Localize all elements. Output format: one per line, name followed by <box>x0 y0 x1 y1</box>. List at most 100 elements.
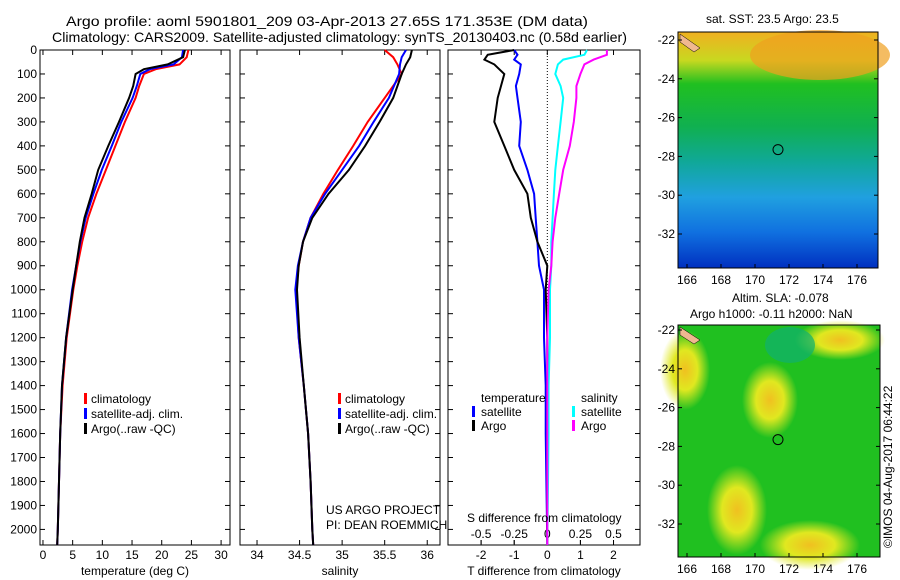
depth-tick-label: 1100 <box>11 307 37 321</box>
lat-tick-label: -28 <box>658 439 676 453</box>
legend-temperature-heading: temperature <box>481 391 546 405</box>
lat-tick-label: -26 <box>658 111 676 125</box>
depth-tick-label: 1700 <box>10 451 37 465</box>
x-tick-label: 20 <box>155 548 169 562</box>
x-tick-label: 2 <box>610 548 617 562</box>
legend-satellite: satellite-adj. clim. <box>91 407 183 421</box>
depth-tick-label: 900 <box>17 259 37 273</box>
s-x-tick-label: 0.5 <box>605 527 622 541</box>
depth-tick-label: 1900 <box>10 498 37 512</box>
depth-tick-label: 1800 <box>10 474 37 488</box>
x-tick-label: 36 <box>421 548 435 562</box>
lat-tick-label: -24 <box>658 362 676 376</box>
x-axis-label: temperature (deg C) <box>81 564 189 578</box>
lon-tick-label: 168 <box>711 273 731 287</box>
lat-tick-label: -22 <box>658 33 676 47</box>
project-pi: PI: DEAN ROEMMICH <box>326 518 447 532</box>
legend-swatch-t-satellite <box>472 406 475 417</box>
lon-tick-label: 176 <box>847 273 867 287</box>
temperature-panel: 0100200300400500600700800900100011001200… <box>10 43 231 578</box>
legend-t-argo: Argo <box>481 419 507 433</box>
sst-map-frame <box>677 31 879 269</box>
series-line-s-satellite <box>546 49 588 546</box>
legend-s-argo: Argo <box>581 419 607 433</box>
lon-tick-label: 170 <box>745 273 765 287</box>
imos-credit: ©IMOS 04-Aug-2017 06:44:22 <box>881 385 895 548</box>
x-axis-label: salinity <box>322 564 359 578</box>
lon-tick-label: 170 <box>745 562 765 576</box>
x-tick-label: 25 <box>185 548 199 562</box>
lat-tick-label: -32 <box>658 517 676 531</box>
x-tick-label: 30 <box>214 548 228 562</box>
lon-tick-label: 174 <box>813 562 833 576</box>
lat-tick-label: -26 <box>658 401 676 415</box>
depth-tick-label: 2000 <box>10 522 37 536</box>
legend-argo: Argo(..raw -QC) <box>345 422 430 436</box>
x-tick-label: 35.5 <box>373 548 397 562</box>
title-line-2: Climatology: CARS2009. Satellite-adjuste… <box>52 29 627 45</box>
legend-t-satellite: satellite <box>481 405 522 419</box>
x-tick-label: -1 <box>509 548 520 562</box>
legend-swatch-argo <box>84 423 87 434</box>
lon-tick-label: 166 <box>677 273 697 287</box>
sla-map: Altim. SLA: -0.078 Argo h1000: -0.11 h20… <box>660 291 885 570</box>
legend-swatch-climatology <box>338 393 341 404</box>
depth-tick-label: 1600 <box>10 427 37 441</box>
lon-tick-label: 172 <box>779 273 799 287</box>
lon-tick-label: 174 <box>813 273 833 287</box>
project-name: US ARGO PROJECT <box>326 503 441 517</box>
s-x-tick-label: -0.5 <box>471 527 492 541</box>
title-line-1: Argo profile: aoml 5901801_209 03-Apr-20… <box>66 13 588 29</box>
x-tick-label: 5 <box>69 548 76 562</box>
land-new-caledonia <box>679 326 701 345</box>
lon-tick-label: 176 <box>847 562 867 576</box>
land-new-caledonia <box>679 33 701 53</box>
depth-tick-label: 1500 <box>10 403 37 417</box>
legend-swatch-s-satellite <box>572 406 575 417</box>
sla-map-frame <box>677 324 881 558</box>
legend-satellite: satellite-adj. clim. <box>345 407 437 421</box>
depth-tick-label: 1200 <box>10 331 37 345</box>
lat-tick-label: -28 <box>658 149 676 163</box>
x-tick-label: 34.5 <box>288 548 312 562</box>
legend-climatology: climatology <box>345 392 405 406</box>
depth-tick-label: 1000 <box>10 283 37 297</box>
depth-tick-label: 100 <box>17 67 37 81</box>
x-axis-label: T difference from climatology <box>467 564 621 578</box>
legend-swatch-t-argo <box>472 420 475 431</box>
legend-swatch-satellite <box>84 408 87 419</box>
depth-tick-label: 600 <box>17 187 37 201</box>
lon-tick-label: 168 <box>711 562 731 576</box>
depth-tick-label: 500 <box>17 163 37 177</box>
depth-tick-label: 1400 <box>10 379 37 393</box>
series-line-argo-raw-qc- <box>56 49 186 546</box>
depth-tick-label: 400 <box>17 139 37 153</box>
legend-argo: Argo(..raw -QC) <box>91 422 176 436</box>
legend-salinity-heading: salinity <box>581 391 618 405</box>
legend-climatology: climatology <box>91 392 151 406</box>
legend-swatch-climatology <box>84 393 87 404</box>
sla-high-patch <box>707 465 767 555</box>
sla-map-title-2: Argo h1000: -0.11 h2000: NaN <box>690 307 853 321</box>
sla-high-patch <box>660 330 710 410</box>
sla-high-patch <box>795 320 885 360</box>
depth-tick-label: 800 <box>17 235 37 249</box>
lat-tick-label: -30 <box>658 188 676 202</box>
s-x-tick-label: 0.25 <box>569 527 593 541</box>
legend-swatch-s-argo <box>572 420 575 431</box>
profile-location-marker <box>772 144 784 156</box>
x-tick-label: 34 <box>250 548 264 562</box>
lat-tick-label: -24 <box>658 72 676 86</box>
salinity-legend: climatology satellite-adj. clim. Argo(..… <box>338 392 437 436</box>
depth-tick-label: 1300 <box>10 355 37 369</box>
legend-s-satellite: satellite <box>581 405 622 419</box>
series-line-s-argo <box>546 50 608 545</box>
x-tick-label: 1 <box>577 548 584 562</box>
lon-tick-label: 166 <box>677 562 697 576</box>
difference-legend: temperature salinity satellite Argo sate… <box>472 391 622 433</box>
plot-frame <box>39 49 231 546</box>
legend-swatch-argo <box>338 423 341 434</box>
sla-high-patch <box>742 362 798 438</box>
x-tick-label: 15 <box>125 548 139 562</box>
